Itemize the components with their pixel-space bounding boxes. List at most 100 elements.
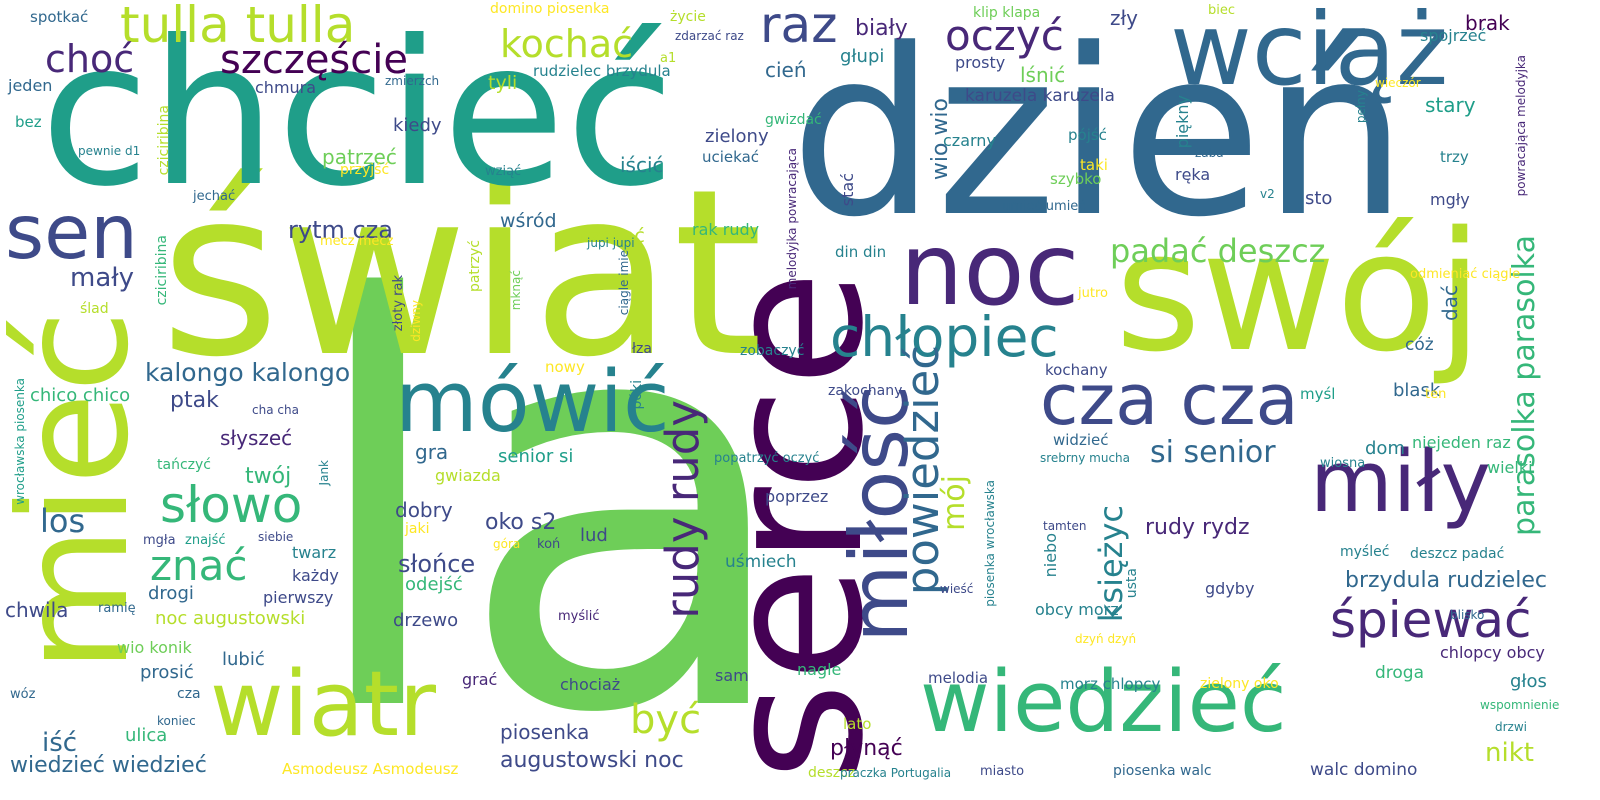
word-widziec: widzieć <box>1053 431 1109 449</box>
word-glos: głos <box>1510 671 1547 692</box>
word-cza: cza <box>177 686 201 702</box>
word-slonce: słońce <box>398 550 476 578</box>
word-gdyby: gdyby <box>1205 579 1255 598</box>
word-la: la <box>300 184 799 800</box>
word-mowic: mówić <box>395 353 670 452</box>
word-piekny: piękny <box>1173 95 1192 149</box>
word-przyjsc: przyjść <box>340 162 390 178</box>
word-piosenka: piosenka <box>500 720 590 744</box>
word-swiat: świat <box>160 141 763 408</box>
word-cziciribina: cziciribina <box>154 235 170 306</box>
word-iscic: iścić <box>620 153 664 177</box>
word-odmieniac-ciagle: odmieniać ciągle <box>1410 267 1521 282</box>
word-spiewac: śpiewać <box>1330 591 1532 649</box>
word-kazdy: każdy <box>292 566 339 585</box>
word-mily: miły <box>1310 433 1491 532</box>
word-lza: łza <box>632 341 652 357</box>
word-cza-cza: cza cza <box>1040 359 1299 441</box>
word-siebie: siebie <box>258 530 294 544</box>
word-nowy: nowy <box>545 358 585 376</box>
word-slyszec: słyszeć <box>220 426 293 450</box>
word-si-senior: si senior <box>1150 435 1276 470</box>
word-biec: biec <box>1208 3 1236 18</box>
word-melodia: melodia <box>928 669 989 687</box>
word-zaba: żaba <box>1195 146 1224 160</box>
word-wspomnienie: wspomnienie <box>1480 698 1560 712</box>
word-gwizdac: gwizdać <box>765 112 822 128</box>
word-kochac: kochać <box>500 22 634 66</box>
word-choc: choć <box>45 37 135 81</box>
word-znajsc: znajść <box>185 533 226 548</box>
word-coz: cóż <box>1405 335 1434 355</box>
word-gra: gra <box>415 440 449 464</box>
word-rak-rudy: rak rudy <box>692 220 760 239</box>
word-cha-cha: cha cha <box>252 403 299 417</box>
word-drzewo: drzewo <box>393 610 459 631</box>
word-kon: koń <box>537 537 561 552</box>
word-stary: stary <box>1425 93 1476 117</box>
word-jaki: jaki <box>405 521 430 537</box>
word-byc: być <box>630 697 702 743</box>
word-pojsc: pójść <box>1068 126 1107 144</box>
word-ten: ten <box>1425 387 1447 402</box>
word-blisko: blisko <box>1450 608 1485 622</box>
word-powracajaca-melodyjka: powracająca melodyjka <box>1514 55 1528 197</box>
word-brak: brak <box>1465 11 1510 35</box>
word-melodyjka-powracajaca: melodyjka powracająca <box>785 148 799 290</box>
word-walc-domino: walc domino <box>1310 760 1418 780</box>
word-zielony: zielony <box>705 126 769 147</box>
word-zakochany: zakochany <box>828 383 903 399</box>
word-mysl: myśl <box>1300 385 1336 403</box>
word-stac: stać <box>838 173 857 207</box>
word-asmodeusz-asmodeusz: Asmodeusz Asmodeusz <box>282 760 459 778</box>
word-karuzela-karuzela: karuzela karuzela <box>965 86 1115 106</box>
word-chlopiec: chłopiec <box>830 305 1059 369</box>
word-morz-chlopcy: morz chlopcy <box>1060 675 1161 693</box>
word-ulica: ulica <box>125 725 168 746</box>
word-augustowski-noc: augustowski noc <box>500 748 684 773</box>
word-wiosna: wiosna <box>1320 456 1366 471</box>
word-mknac: mknąć <box>509 270 523 311</box>
word-wsrod: wśród <box>500 210 557 232</box>
word-sto: sto <box>1305 188 1333 209</box>
word-patrzyc: patrzyć <box>467 240 483 293</box>
word-mgla: mgła <box>143 533 176 548</box>
word-ramie: ramię <box>98 601 136 616</box>
word-cziciribina: cziciribina <box>156 105 172 176</box>
word-zmierzch: zmierzch <box>385 74 440 88</box>
word-mecz-mecz: mecz mecz <box>320 234 394 249</box>
word-wiedziec: wiedzieć <box>920 653 1287 752</box>
word-rytm-cza: rytm cza <box>288 216 393 244</box>
word-moj: mój <box>937 475 972 531</box>
word-usmiech: uśmiech <box>725 552 797 572</box>
word-szczescie: szczęście <box>220 37 408 83</box>
word-noc-augustowski: noc augustowski <box>155 608 306 629</box>
word-twoj: twój <box>245 464 292 489</box>
word-piosenka-walc: piosenka walc <box>1113 763 1212 779</box>
word-powiedziec: powiedzieć <box>896 345 949 596</box>
word-wiesc: wieść <box>940 582 974 596</box>
word-deszcz: deszcz <box>808 765 856 781</box>
word-padac-deszcz: padać deszcz <box>1110 232 1326 270</box>
word-wieczor: wieczór <box>1375 76 1421 90</box>
word-myslic: myślić <box>558 609 600 624</box>
word-pierwszy: pierwszy <box>263 588 334 607</box>
word-din-din: din din <box>835 243 887 261</box>
word-koniec: koniec <box>157 714 196 728</box>
word-patrzec: patrzeć <box>322 145 397 169</box>
word-jank: Jank <box>317 460 331 486</box>
word-pewnie-d1: pewnie d1 <box>78 144 141 158</box>
word-raz: raz <box>760 0 838 54</box>
word-droga: droga <box>1375 663 1425 683</box>
word-umiec-umiec: umieć umieć <box>1002 199 1086 214</box>
word-wciaz: wciąż <box>1170 0 1449 108</box>
word-odejsc: odejść <box>405 574 463 595</box>
word-wiatr: wiatr <box>210 652 437 757</box>
word-slowo: słowo <box>160 476 303 534</box>
word-zycie: życie <box>670 9 706 25</box>
word-grac: grać <box>462 670 498 689</box>
word-niebo: niebo <box>1041 533 1060 578</box>
word-srebrny-mucha: srebrny mucha <box>1040 451 1131 465</box>
word-prosic: prosić <box>140 662 194 683</box>
word-prosty: prosty <box>955 53 1006 72</box>
